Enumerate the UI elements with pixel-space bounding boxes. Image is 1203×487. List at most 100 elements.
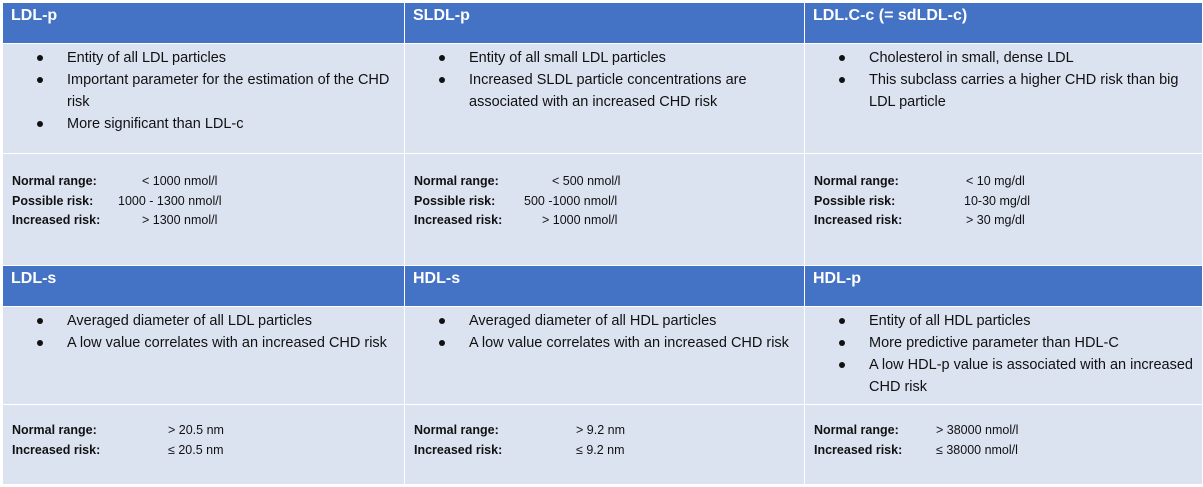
bullet-icon [37,318,43,324]
description-cell: Averaged diameter of all HDL particles A… [404,306,805,405]
list-item-text: Entity of all LDL particles [67,50,227,66]
range-line: Normal range: < 500 nmol/l [414,172,800,192]
list-item: A low HDL-p value is associated with an … [805,354,1194,398]
range-line: Normal range: < 1000 nmol/l [12,172,400,192]
range-line: Increased risk: ≤ 20.5 nm [12,441,400,461]
range-label: Normal range: [814,174,899,188]
bullet-list: Entity of all HDL particles More predict… [805,310,1194,398]
list-item: Important parameter for the estimation o… [3,69,396,113]
range-label: Increased risk: [414,213,503,227]
range-line: Increased risk: ≤ 38000 nmol/l [814,441,1198,461]
list-item-text: Increased SLDL particle concentrations a… [469,72,747,110]
list-item: Entity of all LDL particles [3,47,396,69]
cell-title: LDL-p [2,2,405,44]
bullet-list: Averaged diameter of all HDL particles A… [405,310,796,354]
range-value: > 30 mg/dl [966,213,1025,227]
range-label: Increased risk: [12,213,101,227]
description-cell: Averaged diameter of all LDL particles A… [2,306,405,405]
range-line: Increased risk: > 1000 nmol/l [414,211,800,231]
bullet-icon [37,77,43,83]
range-value: > 38000 nmol/l [936,423,1019,437]
list-item: Entity of all small LDL particles [405,47,796,69]
range-value: < 500 nmol/l [552,174,621,188]
cell-title: SLDL-p [404,2,805,44]
range-cell: Normal range: > 38000 nmol/l Increased ri… [804,404,1203,485]
range-line: Increased risk: > 30 mg/dl [814,211,1198,231]
list-item-text: More predictive parameter than HDL-C [869,335,1119,351]
range-value: 500 -1000 nmol/l [524,193,618,208]
range-line: Possible risk: 1000 - 1300 nmol/l [12,192,400,212]
range-value: 1000 - 1300 nmol/l [118,193,222,208]
bullet-icon [839,55,845,61]
bullet-icon [839,340,845,346]
bullet-icon [839,318,845,324]
list-item-text: A low value correlates with an increased… [469,335,789,351]
description-cell: Cholesterol in small, dense LDL This sub… [804,43,1203,154]
range-label: Possible risk: [12,193,94,208]
list-item-text: Averaged diameter of all LDL particles [67,313,313,329]
range-label: Increased risk: [12,442,101,457]
bullet-list: Cholesterol in small, dense LDL This sub… [805,47,1194,113]
range-label: Possible risk: [814,193,896,208]
range-value: > 1000 nmol/l [542,213,618,227]
bullet-icon [439,340,445,346]
range-value: ≤ 9.2 nm [576,442,625,457]
list-item-text: Averaged diameter of all HDL particles [469,313,717,329]
bullet-list: Entity of all small LDL particles Increa… [405,47,796,113]
list-item-text: Entity of all HDL particles [869,313,1031,329]
range-value: 10-30 mg/dl [964,193,1031,208]
description-cell: Entity of all small LDL particles Increa… [404,43,805,154]
range-value: < 10 mg/dl [966,174,1025,188]
header-row: LDL-s HDL-s HDL-p [2,265,1203,307]
range-cell: Normal range: < 1000 nmol/l Possible risk… [2,153,405,266]
range-line: Increased risk: ≤ 9.2 nm [414,441,800,461]
bullet-icon [839,77,845,83]
range-line: Normal range: > 9.2 nm [414,421,800,441]
bullet-icon [439,77,445,83]
range-label: Increased risk: [414,442,503,457]
bullet-icon [439,318,445,324]
range-label: Increased risk: [814,213,903,227]
list-item: More significant than LDL-c [3,113,396,135]
list-item-text: A low value correlates with an increased… [67,335,387,351]
range-value: > 9.2 nm [576,423,625,437]
list-item-text: More significant than LDL-c [67,116,244,132]
list-item-text: Important parameter for the estimation o… [67,72,390,110]
range-value: < 1000 nmol/l [142,174,218,188]
list-item: Increased SLDL particle concentrations a… [405,69,796,113]
description-cell: Entity of all HDL particles More predict… [804,306,1203,405]
list-item: Cholesterol in small, dense LDL [805,47,1194,69]
range-label: Normal range: [12,423,97,437]
list-item: Entity of all HDL particles [805,310,1194,332]
range-value: ≤ 38000 nmol/l [936,442,1018,457]
list-item-text: A low HDL-p value is associated with an … [869,357,1193,395]
bullet-icon [839,362,845,368]
cell-title: HDL-p [804,265,1203,307]
cell-title: LDL.C-c (= sdLDL-c) [804,2,1203,44]
header-row: LDL-p SLDL-p LDL.C-c (= sdLDL-c) [2,2,1203,44]
list-item: Averaged diameter of all LDL particles [3,310,396,332]
bullet-icon [439,55,445,61]
range-cell: Normal range: < 10 mg/dl Possible risk: 10… [804,153,1203,266]
range-line: Normal range: < 10 mg/dl [814,172,1198,192]
list-item: More predictive parameter than HDL-C [805,332,1194,354]
description-cell: Entity of all LDL particles Important pa… [2,43,405,154]
bullet-list: Averaged diameter of all LDL particles A… [3,310,396,354]
cell-title: LDL-s [2,265,405,307]
bullet-list: Entity of all LDL particles Important pa… [3,47,396,135]
range-label: Normal range: [414,174,499,188]
range-label: Normal range: [814,423,899,437]
range-line: Normal range: > 20.5 nm [12,421,400,441]
range-row: Normal range: > 20.5 nm Increased risk: ≤ … [2,404,1203,485]
list-item-text: This subclass carries a higher CHD risk … [869,72,1179,110]
range-line: Increased risk: > 1300 nmol/l [12,211,400,231]
list-item: A low value correlates with an increased… [3,332,396,354]
range-line: Possible risk: 10-30 mg/dl [814,192,1198,212]
bullet-icon [37,340,43,346]
range-line: Normal range: > 38000 nmol/l [814,421,1198,441]
list-item: A low value correlates with an increased… [405,332,796,354]
description-row: Averaged diameter of all LDL particles A… [2,306,1203,405]
range-value: ≤ 20.5 nm [168,442,224,457]
